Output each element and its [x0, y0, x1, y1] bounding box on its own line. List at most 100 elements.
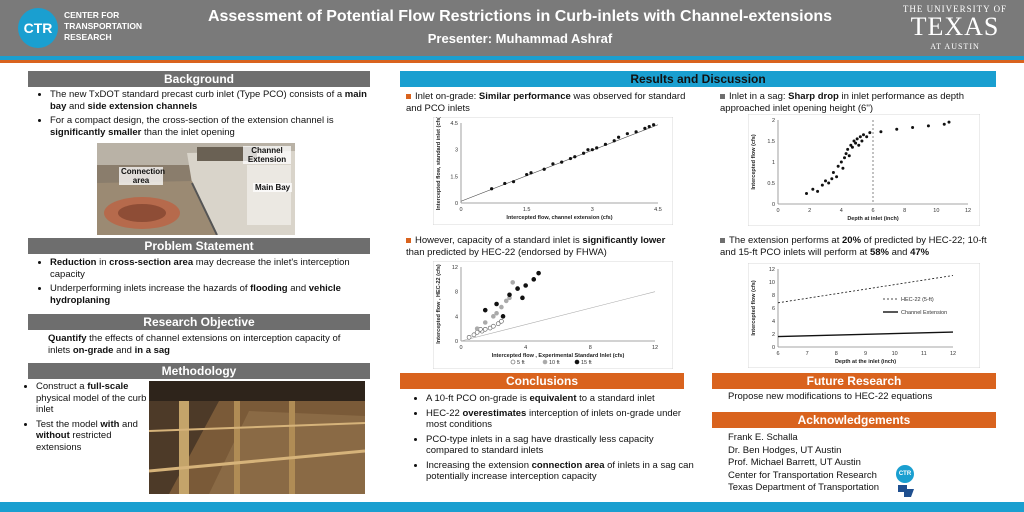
- acknowledgements-list: Frank E. Schalla Dr. Ben Hodges, UT Aust…: [728, 432, 918, 495]
- results-point-3: However, capacity of a standard inlet is…: [406, 235, 666, 258]
- x-axis-label: Intercepted flow , Experimental Standard…: [492, 353, 625, 359]
- data-point-1: [499, 304, 504, 310]
- future-text: Propose new modifications to HEC-22 equa…: [728, 391, 933, 402]
- y-tick-label: 2: [772, 118, 775, 124]
- data-point: [617, 135, 621, 139]
- data-point: [879, 130, 883, 134]
- y-tick-label: 4: [772, 319, 775, 325]
- y-tick-label: 1.5: [450, 174, 458, 180]
- series-line-1: [777, 331, 954, 338]
- data-point: [947, 120, 951, 124]
- data-point-1: [510, 280, 516, 285]
- y-tick-label: 8: [772, 293, 775, 299]
- data-point: [836, 164, 840, 168]
- data-point: [835, 175, 839, 179]
- ut-logo-line3: AT AUSTIN: [930, 42, 980, 51]
- data-point: [860, 139, 864, 143]
- ut-logo-line2: TEXAS: [910, 12, 1000, 41]
- legend-label: 10 ft: [549, 360, 560, 366]
- ack-name: Dr. Ben Hodges, UT Austin: [728, 444, 842, 456]
- x-tick-label: 8: [589, 345, 592, 351]
- x-axis-label: Intercepted flow, channel extension (cfs…: [506, 215, 612, 221]
- objective-heading: Research Objective: [28, 314, 370, 330]
- data-point-1: [482, 320, 488, 325]
- data-point: [831, 171, 835, 174]
- data-point-2: [515, 286, 520, 291]
- chart-frame: [433, 261, 673, 369]
- ctr-logo: CTR: [18, 8, 58, 48]
- chart-frame: [433, 117, 673, 225]
- data-point: [568, 156, 573, 161]
- x-tick-label: 1.5: [523, 207, 531, 213]
- legend-marker: [574, 359, 580, 365]
- data-point: [647, 124, 651, 129]
- x-tick-label: 2: [808, 208, 811, 214]
- header-accent-orange: [0, 60, 1024, 63]
- square-bullet-icon: [720, 93, 725, 99]
- conclusions-heading: Conclusions: [400, 373, 684, 389]
- data-point-2: [523, 283, 528, 288]
- x-tick-label: 0: [459, 207, 462, 213]
- data-point: [643, 126, 647, 130]
- problem-heading: Problem Statement: [28, 238, 370, 254]
- x-tick-label: 12: [950, 351, 956, 357]
- methodology-item-1: Construct a full-scale physical model of…: [36, 381, 154, 416]
- y-tick-label: 4.5: [450, 121, 458, 127]
- results-point-2: Inlet in a sag: Sharp drop in inlet perf…: [720, 91, 964, 114]
- background-item-2: For a compact design, the cross-section …: [50, 115, 370, 138]
- ack-name: Prof. Michael Barrett, UT Austin: [728, 457, 861, 468]
- series-line-0: [777, 275, 954, 304]
- data-point: [816, 189, 820, 193]
- x-tick-label: 8: [835, 351, 838, 357]
- txdot-logo-icon: [898, 485, 914, 497]
- results-point-4: The extension performs at 20% of predict…: [720, 235, 987, 258]
- header-accent-blue: [0, 56, 1024, 60]
- objective-text: Quantify the effects of channel extensio…: [48, 333, 341, 356]
- data-point: [911, 126, 915, 130]
- conclusion-item-3: PCO-type inlets in a sag have drasticall…: [426, 434, 694, 457]
- data-point-1: [491, 314, 496, 319]
- data-point: [581, 151, 586, 155]
- conclusion-item-4: Increasing the extension connection area…: [426, 460, 694, 483]
- y-tick-label: 0: [455, 339, 458, 345]
- y-tick-label: 12: [452, 265, 458, 271]
- header-banner: [0, 0, 1024, 56]
- data-point: [573, 155, 577, 159]
- conclusions-list: A 10-ft PCO on-grade is equivalent to a …: [412, 393, 694, 486]
- data-point: [805, 192, 808, 195]
- data-point: [843, 156, 846, 160]
- connection-area-label: Connection area: [119, 167, 165, 185]
- data-point: [542, 167, 546, 171]
- data-point-1: [503, 298, 509, 304]
- ctr-small-logo-text: CTR: [898, 471, 912, 477]
- data-point: [824, 179, 827, 183]
- square-bullet-icon: [720, 237, 725, 243]
- y-tick-label: 0: [772, 202, 775, 208]
- data-point: [586, 148, 590, 152]
- y-tick-label: 0.5: [767, 181, 775, 187]
- data-point: [811, 187, 815, 191]
- trend-line: [460, 124, 659, 202]
- x-tick-label: 12: [652, 345, 658, 351]
- data-point: [820, 183, 824, 187]
- x-tick-label: 10: [933, 208, 939, 214]
- data-point: [850, 145, 854, 149]
- data-point: [942, 122, 946, 126]
- data-point: [590, 148, 594, 152]
- x-tick-label: 6: [776, 351, 779, 357]
- problem-list: Reduction in cross-section area may decr…: [36, 257, 370, 309]
- x-tick-label: 6: [871, 208, 874, 214]
- data-point: [862, 133, 865, 137]
- data-point: [525, 172, 529, 177]
- data-point: [490, 187, 494, 191]
- data-point-0: [499, 318, 504, 324]
- physical-model-drawing: [149, 381, 365, 494]
- y-tick-label: 0: [455, 201, 458, 207]
- footer-bar: [0, 502, 1024, 512]
- data-point: [830, 177, 834, 181]
- ack-name: Texas Department of Transportation: [728, 482, 880, 493]
- data-point: [839, 160, 843, 164]
- ctr-small-logo: CTR: [896, 465, 914, 483]
- legend-label: 15 ft: [581, 360, 592, 366]
- data-point-2: [494, 301, 499, 307]
